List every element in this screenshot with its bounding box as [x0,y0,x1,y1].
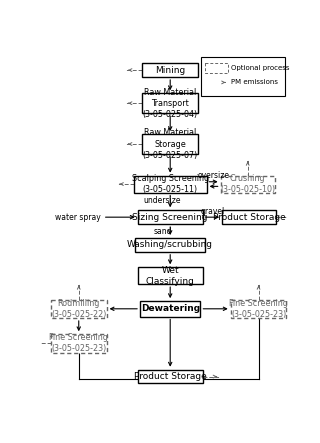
Text: Raw Material
Storage
(3-05-025-07): Raw Material Storage (3-05-025-07) [143,128,198,159]
Bar [138,210,203,224]
Text: gravel: gravel [200,206,225,216]
Bar [51,334,107,353]
Text: PM emissions: PM emissions [231,79,278,85]
Bar [222,210,276,224]
Text: Sizing Screening: Sizing Screening [132,213,208,222]
Bar [231,299,286,318]
Text: Scalping Screening
(3-05-025-11): Scalping Screening (3-05-025-11) [132,174,209,194]
Bar [51,299,107,318]
Text: oversize: oversize [198,171,230,180]
Text: Fine Screening
(3-05-025-23): Fine Screening (3-05-025-23) [49,334,108,354]
Text: sand: sand [153,227,172,236]
Bar [138,267,203,284]
Bar [138,369,203,384]
Bar [205,63,228,73]
Text: Wet
Classifying: Wet Classifying [146,266,195,286]
Bar [201,57,285,96]
Bar [142,63,198,77]
Text: Washing/scrubbing: Washing/scrubbing [127,241,213,249]
Text: Dewatering: Dewatering [140,304,200,313]
Text: Product Storage: Product Storage [134,372,207,381]
Text: Raw Material
Transport
(3-05-025-04): Raw Material Transport (3-05-025-04) [143,88,198,119]
Text: undersize: undersize [144,196,181,205]
Text: Crushing
(3-05-025-10): Crushing (3-05-025-10) [220,174,275,194]
Bar [135,238,205,252]
Text: Rodmilling
(3-05-025-22): Rodmilling (3-05-025-22) [51,299,107,319]
Text: Optional process: Optional process [231,65,290,71]
Bar [142,93,198,113]
Bar [142,134,198,154]
Text: Fine Screening
(3-05-025-23): Fine Screening (3-05-025-23) [229,299,288,319]
Bar [140,301,200,316]
Text: Product Storage: Product Storage [213,213,286,222]
Bar [220,175,275,193]
Text: Mining: Mining [155,66,185,74]
Bar [134,175,207,193]
Text: water spray: water spray [55,213,101,222]
